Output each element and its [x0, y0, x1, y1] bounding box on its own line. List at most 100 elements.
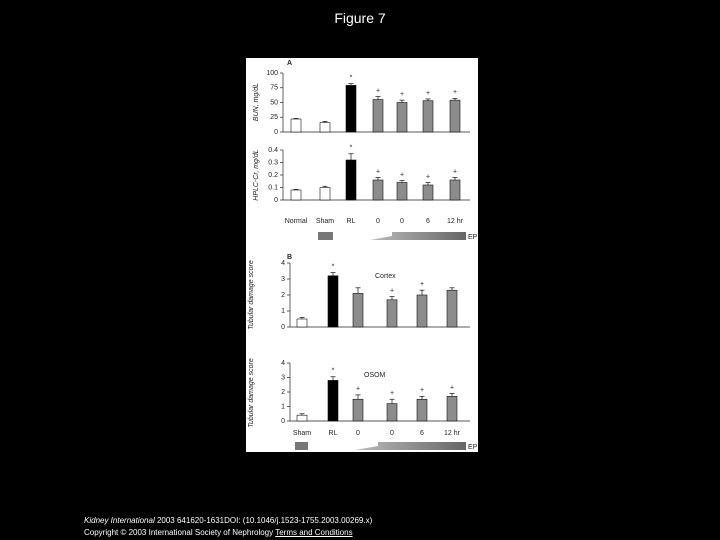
treatment-bar: [355, 442, 466, 450]
bar: [372, 99, 384, 133]
significance-mark: +: [450, 384, 454, 391]
bar: [449, 99, 461, 133]
x-tick-label: Normal: [285, 218, 308, 225]
bar: [290, 189, 302, 201]
significance-mark: *: [332, 263, 335, 270]
bar: [416, 294, 428, 328]
y-tick-label: 0.4: [268, 147, 278, 154]
y-tick-label: 3: [281, 374, 285, 381]
bar: [352, 293, 364, 328]
bar: [327, 380, 339, 422]
significance-mark: +: [376, 168, 380, 175]
journal: Kidney International: [84, 516, 155, 525]
y-tick-label: 3: [281, 276, 285, 283]
bar: [319, 122, 331, 133]
x-tick-label: 0: [356, 430, 360, 437]
significance-mark: +: [376, 87, 380, 94]
x-tick-label: 0: [390, 430, 394, 437]
y-tick-label: 2: [281, 292, 285, 299]
y-tick-label: 0: [281, 324, 285, 331]
x-tick-label: RL: [329, 430, 338, 437]
significance-mark: +: [356, 386, 360, 393]
bar: [422, 100, 434, 133]
panel-label: A: [287, 60, 292, 67]
y-tick-label: 2: [281, 389, 285, 396]
treatment-bar: [295, 442, 308, 450]
bar: [386, 299, 398, 328]
citation-line: Kidney International 2003 641620-1631DOI…: [84, 515, 372, 527]
x-tick-label: 0: [400, 218, 404, 225]
treatment-label: EP: [468, 234, 478, 241]
copyright-line: Copyright © 2003 International Society o…: [84, 527, 372, 539]
bar: [327, 275, 339, 328]
bar: [446, 289, 458, 328]
bar: [386, 403, 398, 422]
significance-mark: *: [350, 145, 353, 152]
treatment-label: EP: [468, 444, 478, 451]
bar: [372, 179, 384, 201]
treatment-bar: [370, 232, 466, 240]
y-tick-label: 0.3: [268, 159, 278, 166]
y-axis-label: HPLC-Cr, mg/dL: [253, 149, 260, 200]
significance-mark: *: [350, 74, 353, 81]
y-tick-label: 0: [274, 197, 278, 204]
y-tick-label: 0.2: [268, 172, 278, 179]
y-axis-label: Tubular damage score: [248, 358, 255, 428]
x-tick-label: 12 hr: [447, 218, 464, 225]
y-tick-label: 4: [281, 360, 285, 367]
x-tick-label: Sham: [316, 218, 334, 225]
y-axis-label: BUN, mg/dL: [253, 83, 260, 121]
footer: Kidney International 2003 641620-1631DOI…: [84, 515, 372, 539]
significance-mark: +: [390, 287, 394, 294]
bar: [296, 414, 308, 422]
x-tick-label: Sham: [293, 430, 311, 437]
figure-panel: [246, 58, 478, 452]
y-tick-label: 1: [281, 403, 285, 410]
terms-link[interactable]: Terms and Conditions: [275, 528, 353, 537]
x-tick-label: RL: [347, 218, 356, 225]
y-tick-label: 0.1: [268, 184, 278, 191]
significance-mark: +: [426, 90, 430, 97]
y-tick-label: 0: [274, 129, 278, 136]
bar: [345, 85, 357, 133]
significance-mark: +: [400, 91, 404, 98]
y-axis-label: Tubular damage score: [248, 260, 255, 330]
significance-mark: +: [453, 89, 457, 96]
y-tick-label: 25: [270, 114, 278, 121]
bar: [446, 396, 458, 422]
bar: [396, 182, 408, 201]
y-tick-label: 75: [270, 85, 278, 92]
y-tick-label: 50: [270, 99, 278, 106]
bar: [449, 179, 461, 201]
significance-mark: *: [332, 368, 335, 375]
x-tick-label: 12 hr: [444, 430, 461, 437]
bar: [352, 398, 364, 422]
significance-mark: +: [426, 173, 430, 180]
x-tick-label: 0: [376, 218, 380, 225]
y-tick-label: 4: [281, 260, 285, 267]
panel-label: B: [287, 254, 292, 261]
bar: [396, 102, 408, 133]
citation: 2003 641620-1631DOI: (10.1046/j.1523-175…: [156, 516, 373, 525]
bar: [416, 398, 428, 422]
slide-title: Figure 7: [334, 10, 386, 26]
treatment-bar: [318, 232, 333, 240]
significance-mark: +: [400, 171, 404, 178]
annotation: OSOM: [364, 372, 386, 379]
significance-mark: +: [420, 281, 424, 288]
copyright: Copyright © 2003 International Society o…: [84, 528, 274, 537]
bar: [296, 318, 308, 328]
bar: [290, 118, 302, 133]
y-tick-label: 100: [266, 70, 278, 77]
significance-mark: +: [390, 390, 394, 397]
x-tick-label: 6: [426, 218, 430, 225]
x-tick-label: 6: [420, 430, 424, 437]
bar: [345, 159, 357, 201]
bar: [319, 187, 331, 201]
annotation: Cortex: [375, 273, 396, 280]
bar: [422, 184, 434, 201]
y-tick-label: 0: [281, 418, 285, 425]
significance-mark: +: [420, 387, 424, 394]
